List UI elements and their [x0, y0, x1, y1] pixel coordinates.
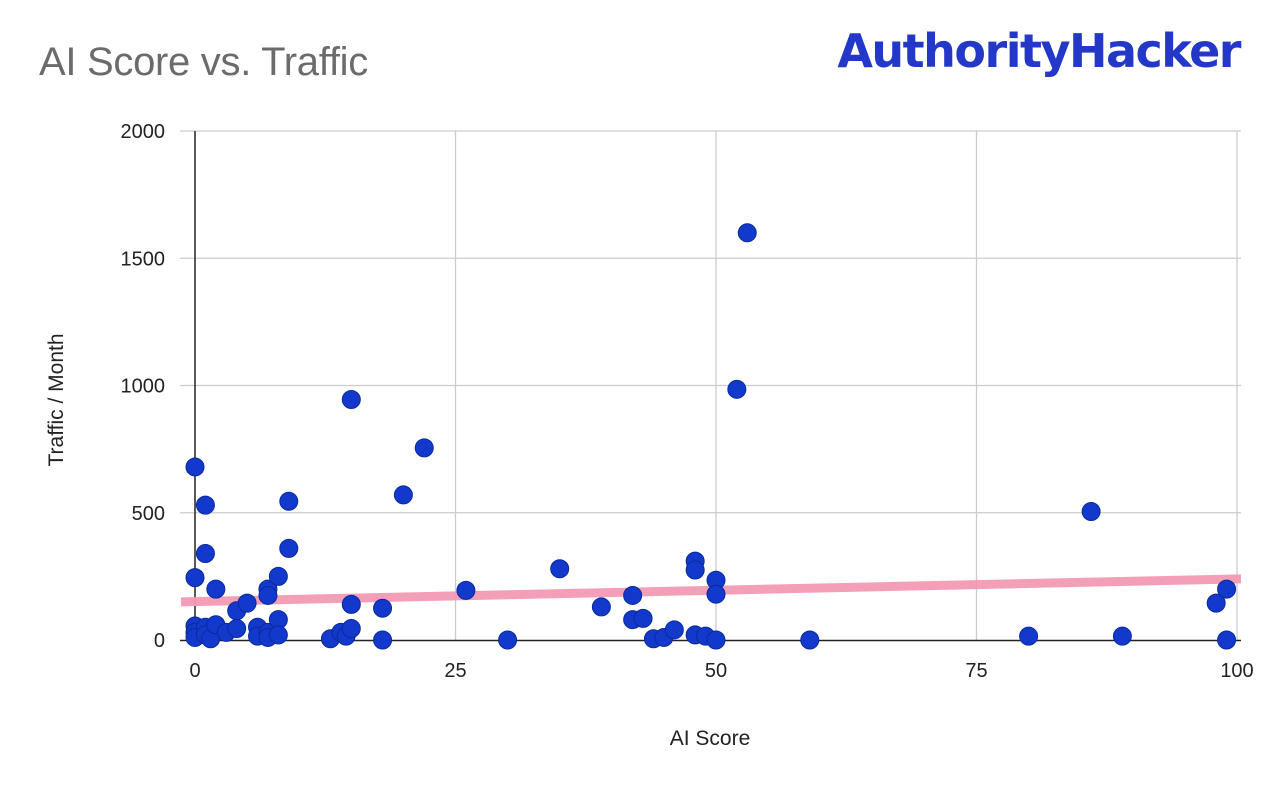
data-point	[1112, 626, 1132, 646]
data-point	[373, 598, 393, 618]
data-point	[737, 223, 757, 243]
x-tick-label: 100	[1220, 660, 1253, 682]
y-tick-label: 2000	[121, 121, 166, 143]
y-axis-ticks: 0 500 1000 1500 2000	[121, 121, 166, 652]
x-tick-label: 75	[965, 660, 987, 682]
data-point	[1206, 593, 1226, 613]
data-point	[1019, 626, 1039, 646]
data-point	[706, 584, 726, 604]
data-point	[498, 630, 518, 650]
x-tick-label: 0	[189, 660, 200, 682]
data-point	[623, 585, 643, 605]
data-point	[185, 568, 205, 588]
data-point	[456, 580, 476, 600]
data-point	[279, 491, 299, 511]
data-point	[1217, 630, 1237, 650]
data-point	[706, 630, 726, 650]
data-point	[206, 579, 226, 599]
data-point	[237, 593, 257, 613]
data-point	[800, 630, 820, 650]
data-point	[258, 585, 278, 605]
y-tick-label: 1000	[121, 376, 166, 398]
data-point	[414, 438, 434, 458]
data-point	[341, 389, 361, 409]
data-point	[591, 597, 611, 617]
brand-logo: AuthorityHacker	[837, 24, 1241, 78]
y-tick-label: 500	[132, 503, 165, 525]
data-point	[685, 560, 705, 580]
data-point	[341, 619, 361, 639]
data-point	[268, 625, 288, 645]
data-point	[195, 495, 215, 515]
y-tick-label: 0	[154, 630, 165, 652]
data-point	[1081, 501, 1101, 521]
gridlines	[180, 130, 1241, 640]
data-point	[185, 457, 205, 477]
chart-title: AI Score vs. Traffic	[39, 40, 368, 84]
data-point	[279, 538, 299, 558]
data-point	[633, 608, 653, 628]
data-points	[185, 223, 1237, 650]
x-tick-label: 25	[444, 660, 466, 682]
y-tick-label: 1500	[121, 248, 166, 270]
data-point	[268, 566, 288, 586]
x-axis-label: AI Score	[670, 727, 751, 750]
data-point	[393, 485, 413, 505]
data-point	[664, 620, 684, 640]
y-axis-label: Traffic / Month	[45, 333, 68, 466]
data-point	[373, 630, 393, 650]
x-axis-ticks: 0 25 50 75 100	[189, 660, 1253, 682]
data-point	[195, 543, 215, 563]
data-point	[550, 559, 570, 579]
data-point	[727, 379, 747, 399]
data-point	[227, 619, 247, 639]
x-tick-label: 50	[705, 660, 727, 682]
data-point	[1217, 579, 1237, 599]
data-point	[341, 594, 361, 614]
